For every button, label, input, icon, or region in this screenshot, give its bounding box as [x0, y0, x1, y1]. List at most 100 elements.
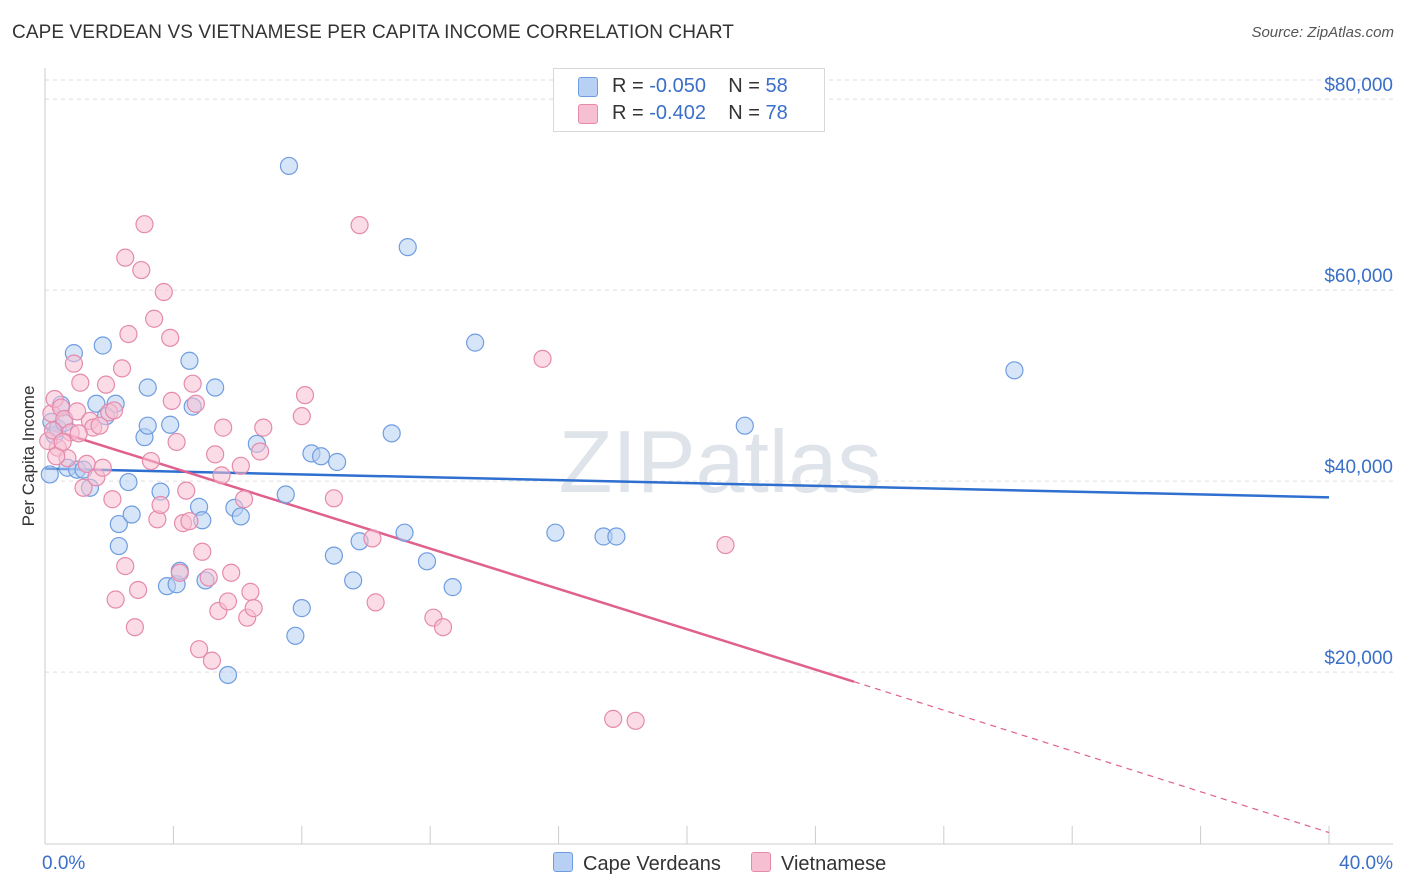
point-cape-verdean [546, 523, 565, 542]
bottom-legend-cape-verdeans: Cape Verdeans [553, 852, 721, 876]
point-vietnamese [135, 215, 154, 234]
bottom-legend-label: Cape Verdeans [583, 853, 721, 875]
point-vietnamese [151, 495, 170, 515]
point-vietnamese [170, 563, 189, 582]
y-tick-label: $20,000 [1324, 648, 1393, 669]
legend: R = -0.050 N = 58 R = -0.402 N = 78 [553, 68, 825, 132]
point-cape-verdean [138, 378, 157, 397]
point-vietnamese [106, 590, 125, 609]
trend-line-vietnamese [44, 426, 855, 683]
legend-n-value: 78 [765, 102, 788, 124]
point-cape-verdean [161, 415, 180, 434]
point-vietnamese [145, 309, 164, 328]
legend-r-label: R = [612, 75, 650, 97]
point-cape-verdean [382, 424, 401, 443]
point-vietnamese [183, 374, 202, 393]
point-vietnamese [250, 442, 270, 461]
point-cape-verdean [40, 465, 59, 484]
axes [44, 68, 1393, 845]
point-vietnamese [161, 328, 180, 347]
point-vietnamese [116, 248, 135, 267]
point-cape-verdean [87, 394, 106, 413]
point-cape-verdean [119, 472, 138, 492]
point-vietnamese [93, 458, 112, 477]
legend-swatch-pink [578, 104, 598, 124]
point-cape-verdean [218, 665, 238, 685]
point-vietnamese [604, 709, 623, 728]
legend-n-value: 58 [765, 75, 788, 97]
point-vietnamese [206, 445, 225, 464]
point-vietnamese [186, 394, 205, 413]
point-vietnamese [626, 711, 645, 730]
point-vietnamese [96, 375, 116, 394]
grid-lines [45, 79, 1393, 673]
point-vietnamese [231, 456, 250, 475]
point-vietnamese [218, 592, 238, 611]
point-vietnamese [222, 563, 241, 582]
data-points [39, 156, 1024, 730]
point-vietnamese [128, 580, 148, 600]
y-tick-label: $80,000 [1324, 75, 1393, 96]
point-cape-verdean [206, 378, 225, 397]
point-cape-verdean [122, 505, 141, 524]
point-vietnamese [104, 401, 124, 420]
point-vietnamese [53, 432, 72, 452]
point-vietnamese [69, 424, 88, 443]
point-cape-verdean [93, 336, 112, 355]
point-cape-verdean [286, 626, 305, 645]
point-cape-verdean [109, 536, 128, 556]
point-vietnamese [71, 373, 90, 392]
legend-swatch-blue [578, 77, 598, 97]
point-vietnamese [716, 535, 735, 555]
y-tick-label: $60,000 [1324, 266, 1393, 287]
point-vietnamese [193, 542, 212, 561]
point-vietnamese [177, 481, 196, 500]
bottom-legend-swatch-blue [553, 852, 573, 872]
point-vietnamese [103, 490, 122, 509]
point-vietnamese [533, 349, 552, 368]
point-cape-verdean [607, 527, 626, 546]
point-vietnamese [125, 618, 144, 637]
point-cape-verdean [276, 485, 295, 504]
point-cape-verdean [328, 452, 347, 472]
point-vietnamese [167, 432, 186, 452]
point-vietnamese [67, 402, 87, 421]
point-cape-verdean [735, 416, 754, 435]
point-vietnamese [433, 618, 453, 637]
chart-title: CAPE VERDEAN VS VIETNAMESE PER CAPITA IN… [12, 22, 735, 43]
point-cape-verdean [311, 447, 331, 466]
point-cape-verdean [109, 514, 128, 534]
point-vietnamese [234, 490, 254, 509]
point-vietnamese [119, 324, 138, 344]
point-cape-verdean [398, 238, 417, 257]
y-tick-label: $40,000 [1324, 457, 1393, 478]
point-vietnamese [295, 386, 315, 405]
point-cape-verdean [395, 523, 414, 542]
watermark: ZIPatlas [559, 412, 882, 511]
legend-r-value: -0.050 [649, 75, 706, 97]
point-cape-verdean [466, 333, 485, 352]
chart-source: Source: ZipAtlas.com [1251, 24, 1394, 41]
legend-r-value: -0.402 [649, 102, 706, 124]
point-vietnamese [199, 568, 218, 587]
legend-r-label: R = [612, 102, 650, 124]
point-cape-verdean [324, 546, 343, 565]
point-vietnamese [141, 451, 161, 471]
point-vietnamese [292, 407, 311, 426]
point-cape-verdean [279, 156, 299, 176]
trend-line-vietnamese-extension [853, 681, 1330, 834]
point-vietnamese [366, 593, 385, 612]
trend-line-cape-verdeans [44, 467, 1330, 499]
point-vietnamese [180, 512, 199, 531]
tick-labels: $20,000 $40,000 $60,000 $80,000 0.0% 40.0% Per… [19, 75, 1393, 874]
x-tick-label: 40.0% [1339, 853, 1393, 874]
point-vietnamese [363, 529, 382, 548]
point-vietnamese [350, 216, 369, 235]
point-cape-verdean [292, 599, 311, 618]
x-tick-label: 0.0% [42, 853, 85, 874]
trend-lines [44, 426, 1330, 834]
point-vietnamese [112, 359, 132, 378]
legend-n-label: N = [728, 102, 766, 124]
bottom-legend-label: Vietnamese [781, 853, 887, 875]
